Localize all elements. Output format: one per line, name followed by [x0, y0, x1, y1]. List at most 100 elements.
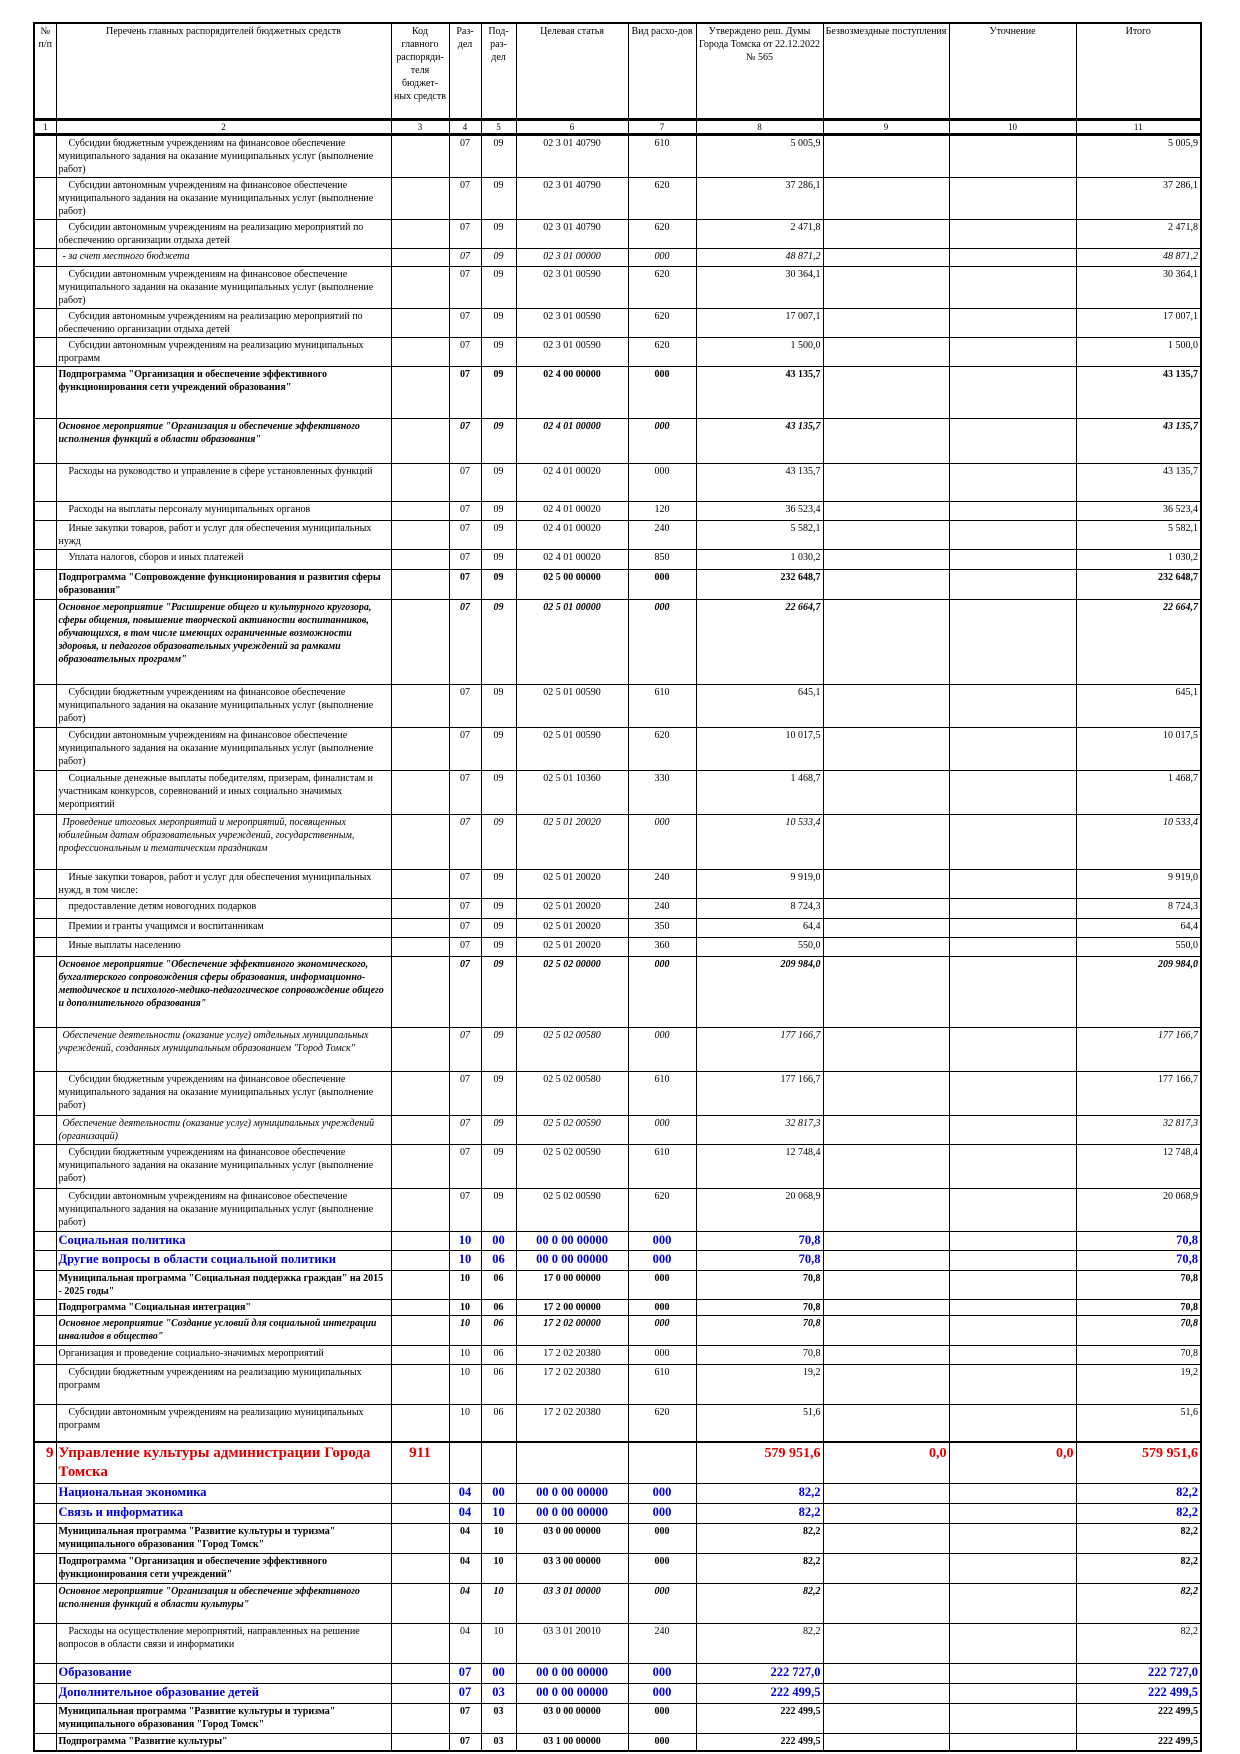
cell-utv: 70,8 — [695, 1270, 824, 1300]
cell-itog: 177 166,7 — [1075, 1071, 1202, 1116]
cell-rz: 07 — [448, 599, 482, 685]
cell-cs: 17 2 02 20380 — [515, 1364, 629, 1405]
cell-no — [33, 418, 57, 464]
table-row: Национальная экономика 04 00 00 0 00 00000 0… — [33, 1482, 1202, 1504]
cell-utv: 70,8 — [695, 1315, 824, 1346]
table-row: Субсидии автономным учреждениям на финан… — [33, 266, 1202, 309]
cell-utv: 32 817,3 — [695, 1115, 824, 1145]
cell-cs: 02 4 00 00000 — [515, 366, 629, 419]
cell-rz: 07 — [448, 869, 482, 899]
cell-pr: 00 — [480, 1482, 517, 1504]
column-header: Под-раз-дел — [480, 22, 517, 121]
table-row: Организация и проведение социально-значи… — [33, 1345, 1202, 1365]
cell-utoch — [948, 918, 1077, 938]
cell-bezv — [822, 956, 950, 1028]
cell-bezv — [822, 1299, 950, 1316]
cell-cs: 02 5 01 20020 — [515, 937, 629, 957]
table-row: Субсидии бюджетным учреждениям на финанс… — [33, 1071, 1202, 1116]
cell-itog: 645,1 — [1075, 684, 1202, 728]
cell-name: Субсидии автономным учреждениям на финан… — [55, 177, 392, 220]
cell-itog: 64,4 — [1075, 918, 1202, 938]
cell-pr: 10 — [480, 1622, 517, 1664]
cell-no — [33, 549, 57, 570]
cell-utoch — [948, 177, 1077, 220]
table-row: Социальная политика 10 00 00 0 00 00000 000 7… — [33, 1231, 1202, 1251]
cell-code — [390, 1622, 450, 1664]
cell-utv: 43 135,7 — [695, 463, 824, 502]
cell-name: - за счет местного бюджета — [55, 248, 392, 267]
cell-pr: 09 — [480, 956, 517, 1028]
cell-code — [390, 1115, 450, 1145]
cell-code — [390, 569, 450, 600]
table-row: Подпрограмма "Сопровождение функциониров… — [33, 569, 1202, 600]
cell-name: Управление культуры администрации Города… — [55, 1440, 392, 1484]
cell-bezv — [822, 1404, 950, 1442]
cell-name: Организация и проведение социально-значи… — [55, 1345, 392, 1365]
cell-pr: 09 — [480, 134, 517, 178]
cell-pr: 09 — [480, 1115, 517, 1145]
cell-itog: 82,2 — [1075, 1502, 1202, 1524]
cell-cs: 17 2 02 00000 — [515, 1315, 629, 1346]
cell-no — [33, 599, 57, 685]
cell-pr: 09 — [480, 549, 517, 570]
cell-bezv — [822, 1482, 950, 1504]
cell-utv: 70,8 — [695, 1231, 824, 1251]
cell-name: Социальная политика — [55, 1231, 392, 1251]
cell-pr: 10 — [480, 1582, 517, 1624]
cell-itog: 222 499,5 — [1075, 1702, 1202, 1734]
cell-bezv — [822, 1662, 950, 1684]
cell-vr: 240 — [627, 1622, 697, 1664]
cell-code — [390, 918, 450, 938]
cell-utv: 9 919,0 — [695, 869, 824, 899]
cell-utv: 51,6 — [695, 1404, 824, 1442]
cell-bezv — [822, 134, 950, 178]
cell-vr: 000 — [627, 366, 697, 419]
column-number: 5 — [480, 119, 517, 136]
cell-name: Субсидии автономным учреждениям на финан… — [55, 727, 392, 771]
cell-itog: 32 817,3 — [1075, 1115, 1202, 1145]
cell-itog: 2 471,8 — [1075, 219, 1202, 249]
cell-vr: 000 — [627, 814, 697, 870]
cell-utv: 82,2 — [695, 1522, 824, 1554]
cell-cs: 00 0 00 00000 — [515, 1682, 629, 1704]
cell-pr: 09 — [480, 308, 517, 338]
cell-utoch — [948, 1702, 1077, 1734]
cell-rz: 04 — [448, 1482, 482, 1504]
cell-itog: 43 135,7 — [1075, 366, 1202, 419]
cell-itog: 177 166,7 — [1075, 1027, 1202, 1072]
cell-utoch — [948, 1188, 1077, 1232]
cell-vr: 000 — [627, 1552, 697, 1584]
table-row: Основное мероприятие "Обеспечение эффект… — [33, 956, 1202, 1028]
table-row: Субсидии бюджетным учреждениям на реализ… — [33, 1364, 1202, 1405]
cell-vr: 620 — [627, 266, 697, 309]
cell-bezv — [822, 1250, 950, 1271]
cell-name: Расходы на выплаты персоналу муниципальн… — [55, 501, 392, 521]
cell-cs: 03 1 00 00000 — [515, 1732, 629, 1752]
cell-name: Субсидии бюджетным учреждениям на финанс… — [55, 1071, 392, 1116]
cell-vr: 610 — [627, 1364, 697, 1405]
table-row: Иные закупки товаров, работ и услуг для … — [33, 520, 1202, 550]
cell-no — [33, 1702, 57, 1734]
cell-name: Муниципальная программа "Социальная подд… — [55, 1270, 392, 1300]
cell-utv: 82,2 — [695, 1502, 824, 1524]
cell-utoch — [948, 599, 1077, 685]
cell-bezv — [822, 1345, 950, 1365]
cell-code — [390, 1662, 450, 1684]
cell-pr: 10 — [480, 1502, 517, 1524]
cell-code — [390, 599, 450, 685]
cell-no — [33, 1250, 57, 1271]
cell-no — [33, 770, 57, 815]
cell-pr: 09 — [480, 937, 517, 957]
cell-rz: 07 — [448, 366, 482, 419]
cell-vr: 240 — [627, 520, 697, 550]
cell-itog: 36 523,4 — [1075, 501, 1202, 521]
cell-code — [390, 308, 450, 338]
cell-utv: 5 582,1 — [695, 520, 824, 550]
column-number: 8 — [695, 119, 824, 136]
cell-utoch — [948, 814, 1077, 870]
table-row: Муниципальная программа "Социальная подд… — [33, 1270, 1202, 1300]
cell-utoch — [948, 1364, 1077, 1405]
cell-utoch — [948, 463, 1077, 502]
cell-rz: 04 — [448, 1522, 482, 1554]
cell-pr: 09 — [480, 219, 517, 249]
